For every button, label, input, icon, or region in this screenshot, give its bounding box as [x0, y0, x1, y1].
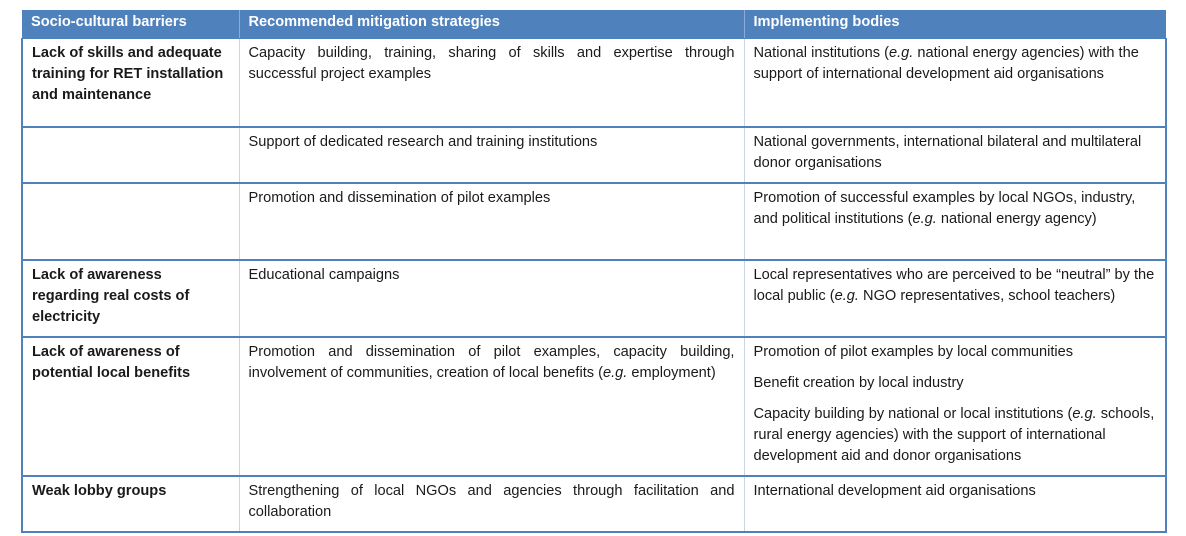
header-mitigation: Recommended mitigation strategies — [239, 10, 745, 39]
bodies-paragraph: National governments, international bila… — [753, 134, 1142, 171]
bodies-paragraph: Promotion of successful examples by loca… — [753, 190, 1136, 227]
barrier-cell — [21, 127, 239, 184]
barrier-cell: Lack of awareness of potential local ben… — [21, 337, 239, 477]
bodies-cell: Promotion of successful examples by loca… — [744, 183, 1167, 261]
header-barriers: Socio-cultural barriers — [22, 10, 240, 39]
table-row: Lack of awareness of potential local ben… — [21, 337, 1167, 477]
header-bodies: Implementing bodies — [744, 10, 1166, 39]
bodies-cell: International development aid organisati… — [744, 476, 1167, 533]
bodies-cell: Promotion of pilot examples by local com… — [744, 337, 1167, 477]
bodies-cell: National governments, international bila… — [744, 127, 1167, 184]
bodies-cell: Local representatives who are perceived … — [744, 260, 1167, 338]
mitigation-cell: Capacity building, training, sharing of … — [238, 38, 745, 128]
mitigation-cell: Support of dedicated research and traini… — [238, 127, 745, 184]
mitigation-cell: Educational campaigns — [238, 260, 745, 338]
bodies-cell: National institutions (e.g. national ene… — [744, 38, 1167, 128]
table-row: Promotion and dissemination of pilot exa… — [21, 183, 1167, 261]
barrier-cell: Lack of skills and adequate training for… — [21, 38, 239, 128]
table-row: Lack of skills and adequate training for… — [21, 38, 1167, 128]
bodies-paragraph: Local representatives who are perceived … — [753, 267, 1155, 304]
mitigation-table: Socio-cultural barriers Recommended miti… — [21, 10, 1167, 533]
mitigation-cell: Promotion and dissemination of pilot exa… — [238, 183, 745, 261]
table-row: Weak lobby groups Strengthening of local… — [21, 476, 1167, 533]
bodies-paragraph: National institutions (e.g. national ene… — [753, 45, 1139, 82]
mitigation-cell: Strengthening of local NGOs and agencies… — [238, 476, 745, 533]
table-row: Support of dedicated research and traini… — [21, 127, 1167, 184]
barrier-cell: Lack of awareness regarding real costs o… — [21, 260, 239, 338]
bodies-paragraph: Benefit creation by local industry — [753, 375, 964, 391]
bodies-paragraph: Capacity building by national or local i… — [753, 406, 1155, 464]
barrier-cell — [21, 183, 239, 261]
table-row: Lack of awareness regarding real costs o… — [21, 260, 1167, 338]
bodies-paragraph: Promotion of pilot examples by local com… — [753, 344, 1074, 360]
header-row: Socio-cultural barriers Recommended miti… — [22, 10, 1166, 39]
bodies-paragraph: International development aid organisati… — [753, 483, 1036, 499]
barrier-cell: Weak lobby groups — [21, 476, 239, 533]
mitigation-cell: Promotion and dissemination of pilot exa… — [238, 337, 745, 477]
